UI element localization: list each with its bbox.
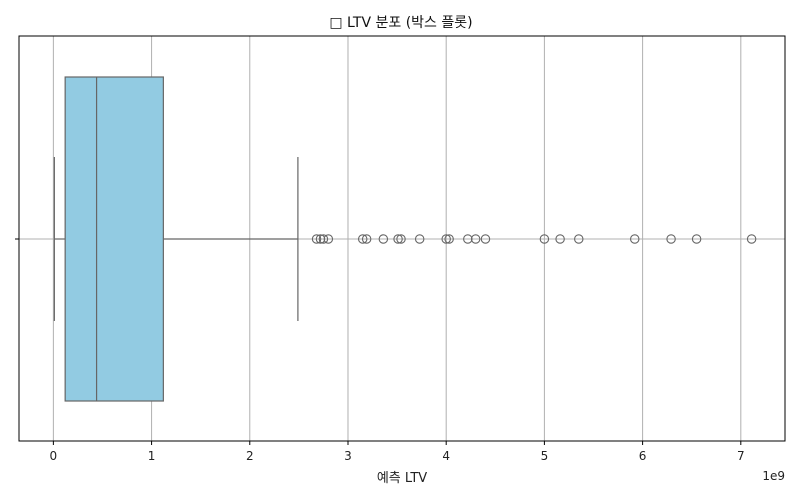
outlier-point [574, 234, 584, 244]
outlier-point [666, 234, 676, 244]
outlier-point [323, 234, 334, 244]
outlier-point [414, 234, 425, 244]
outlier-point [629, 234, 640, 244]
x-tick-label: 5 [541, 449, 549, 463]
x-tick-label: 3 [344, 449, 352, 463]
outlier-point [539, 234, 550, 244]
chart-title: □ LTV 분포 (박스 플롯) [329, 15, 472, 31]
outlier-point [480, 234, 491, 244]
x-tick-label: 1 [148, 449, 156, 463]
outlier-point [746, 234, 757, 244]
outlier-point [555, 234, 565, 244]
outlier-point [378, 234, 389, 244]
tick-layer: 0 1 2 3 4 5 6 7 [15, 238, 745, 463]
outlier-point [311, 234, 322, 244]
outlier-point [691, 234, 702, 244]
outlier-point [441, 234, 451, 244]
x-tick-label: 4 [442, 449, 450, 463]
iqr-box [64, 76, 164, 402]
outlier-point [393, 234, 403, 244]
outlier-point [318, 234, 329, 244]
outlier-point [444, 234, 454, 244]
x-tick-label: 2 [246, 449, 254, 463]
x-tick-label: 7 [737, 449, 745, 463]
outlier-point [396, 234, 406, 244]
x-tick-label: 6 [639, 449, 647, 463]
x-axis-label: 예측 LTV [377, 471, 427, 486]
outlier-point [357, 234, 368, 244]
outlier-point [361, 234, 372, 244]
x-axis-scale-label: 1e9 [762, 469, 785, 483]
outlier-point [470, 234, 481, 244]
plot-layer [53, 76, 757, 402]
x-tick-label: 0 [50, 449, 58, 463]
